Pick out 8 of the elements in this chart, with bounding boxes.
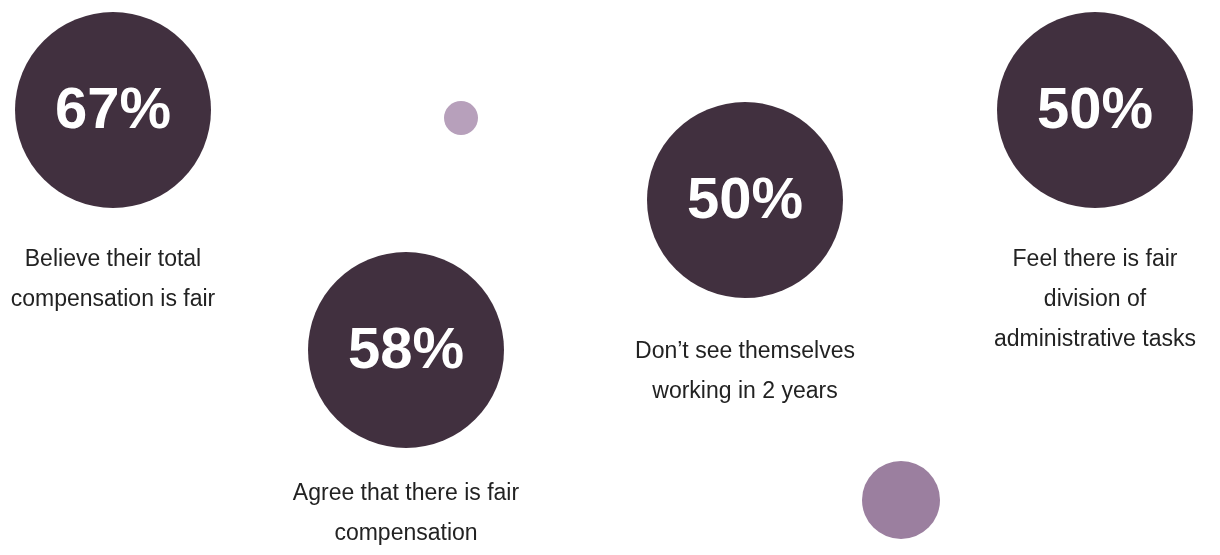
- category-label: Believe their total compensation is fair: [9, 244, 217, 313]
- data-label: 50%: [1036, 75, 1154, 140]
- category-label: Agree that there is fair compensation: [291, 478, 521, 547]
- category-label: Feel there is fair division of administrative tasks: [993, 244, 1197, 353]
- data-label: 50%: [686, 165, 804, 230]
- category-label: Don’t see themselves working in 2 years: [634, 336, 856, 405]
- data-label: 58%: [347, 315, 465, 380]
- data-label: 67%: [54, 75, 172, 140]
